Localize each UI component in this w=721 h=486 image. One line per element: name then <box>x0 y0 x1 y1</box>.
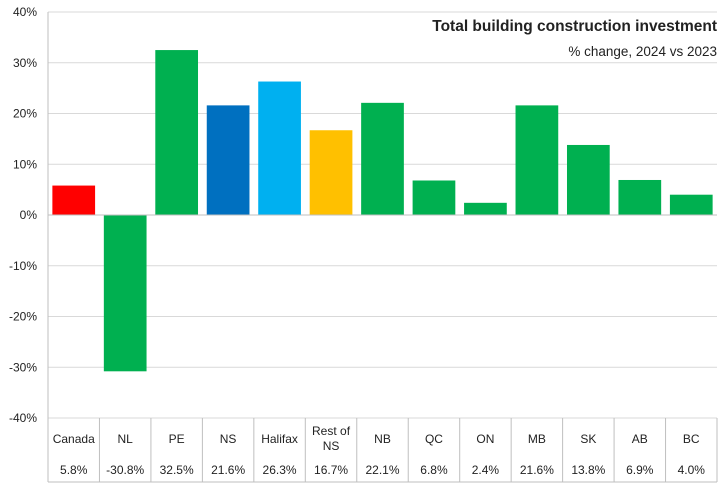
category-label: QC <box>425 432 443 446</box>
y-tick-label: 0% <box>20 208 38 222</box>
value-label: 26.3% <box>263 463 297 477</box>
y-axis: -40% -30% -20% -10% 0% 10% 20% 30% 40% <box>9 5 37 425</box>
bar <box>412 180 456 215</box>
bar <box>206 105 250 215</box>
gridlines <box>47 11 717 482</box>
value-label: 21.6% <box>520 463 554 477</box>
category-label-line: Rest of <box>312 424 351 438</box>
value-label: 5.8% <box>60 463 88 477</box>
y-tick-label: -30% <box>9 360 37 374</box>
y-tick-label: -10% <box>9 259 37 273</box>
y-tick-label: 20% <box>13 107 37 121</box>
value-label: 21.6% <box>211 463 245 477</box>
value-label: 22.1% <box>365 463 399 477</box>
value-label: -30.8% <box>106 463 144 477</box>
y-tick-label: 10% <box>13 157 37 171</box>
category-label: ON <box>476 432 494 446</box>
value-label: 16.7% <box>314 463 348 477</box>
bar <box>155 50 199 215</box>
category-label: NL <box>118 432 134 446</box>
bar <box>515 105 559 215</box>
chart-title: Total building construction investment <box>432 18 717 35</box>
category-label: NS <box>220 432 237 446</box>
bar <box>258 81 301 215</box>
value-label: 6.9% <box>626 463 654 477</box>
y-tick-label: 40% <box>13 5 37 19</box>
bar <box>669 194 713 215</box>
category-label: Halifax <box>261 432 298 446</box>
category-label: SK <box>580 432 596 446</box>
category-table: Canada 5.8% NL -30.8% PE 32.5% NS 21.6% Halifax 2… <box>47 418 718 483</box>
value-label: 13.8% <box>571 463 605 477</box>
y-tick-label: -20% <box>9 310 37 324</box>
category-label: AB <box>632 432 648 446</box>
bar <box>103 215 147 372</box>
value-label: 2.4% <box>472 463 500 477</box>
bar <box>464 202 507 215</box>
value-label: 4.0% <box>678 463 706 477</box>
value-label: 6.8% <box>420 463 448 477</box>
y-tick-label: -40% <box>9 411 37 425</box>
bars <box>48 50 717 372</box>
value-label: 32.5% <box>160 463 194 477</box>
category-label: PE <box>169 432 185 446</box>
y-tick-label: 30% <box>13 56 37 70</box>
category-label: Rest of NS <box>312 424 351 453</box>
category-label: Canada <box>53 432 95 446</box>
bar <box>566 144 610 215</box>
bar <box>618 179 662 215</box>
chart-subtitle: % change, 2024 vs 2023 <box>568 44 717 59</box>
bar <box>52 185 96 215</box>
category-label-line: NS <box>323 439 340 453</box>
bar <box>309 130 353 215</box>
bar <box>361 102 404 215</box>
category-label: NB <box>374 432 391 446</box>
category-label: BC <box>683 432 700 446</box>
category-label: MB <box>528 432 546 446</box>
